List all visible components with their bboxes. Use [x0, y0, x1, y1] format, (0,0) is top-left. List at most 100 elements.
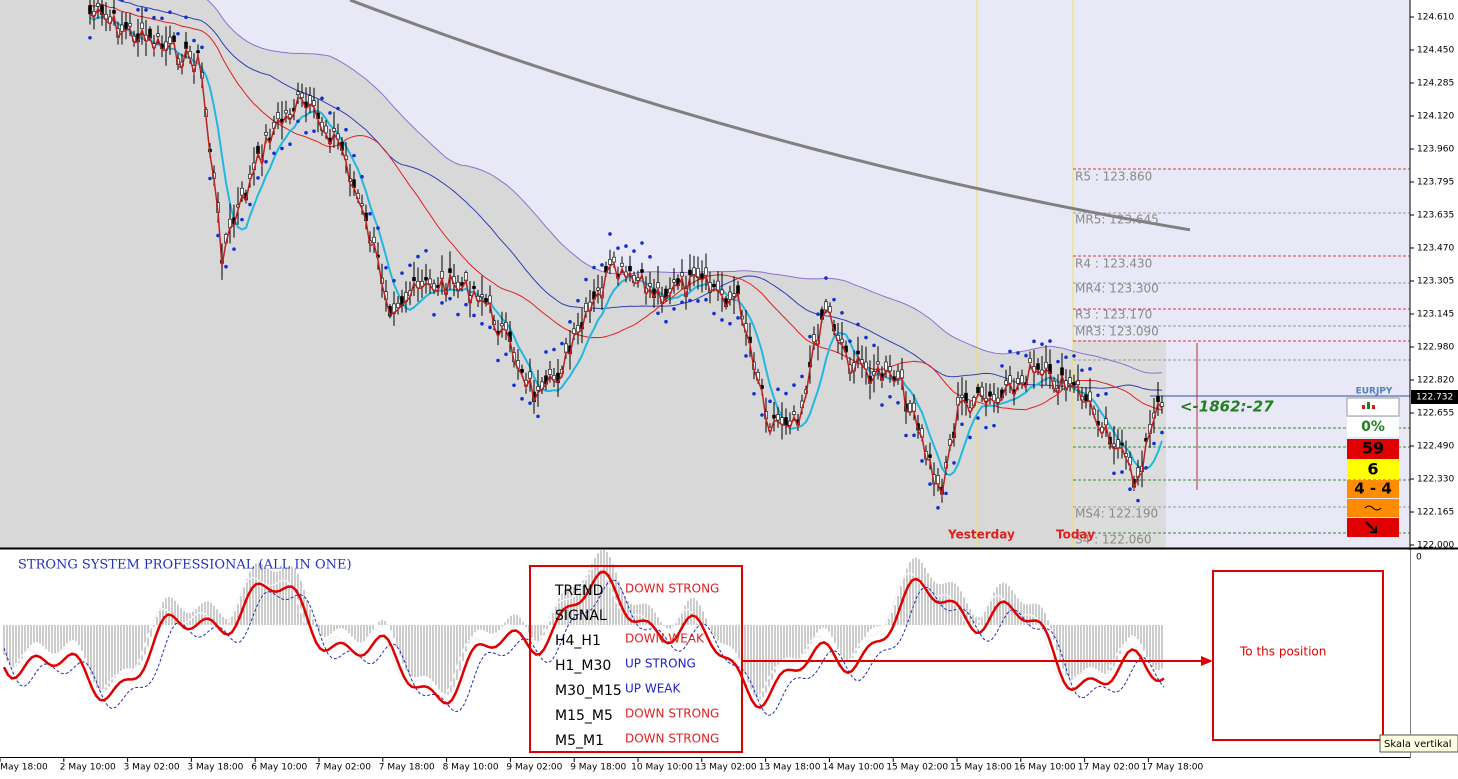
- time-label: 13 May 02:00: [695, 763, 757, 773]
- sar-dot: [1152, 441, 1156, 446]
- widget-range: 4 - 4: [1354, 480, 1392, 498]
- time-label: 16 May 10:00: [1014, 763, 1076, 773]
- candle-body: [300, 92, 304, 98]
- sar-dot: [1088, 367, 1092, 371]
- sar-dot: [528, 401, 532, 405]
- sar-dot: [992, 423, 996, 428]
- signal-blue: [3, 579, 1165, 716]
- sar-dot: [224, 264, 228, 269]
- sar-dot: [376, 226, 380, 230]
- candle-body: [908, 403, 912, 413]
- price-label: 123.145: [1417, 310, 1454, 320]
- sar-dot: [360, 174, 364, 179]
- candle-body: [1044, 361, 1048, 369]
- candle-body: [1156, 395, 1160, 403]
- candle-body: [156, 33, 160, 37]
- candle-body: [484, 298, 488, 303]
- sar-dot: [440, 301, 444, 305]
- sar-dot: [1096, 393, 1100, 398]
- sar-dot: [904, 433, 908, 438]
- sar-dot: [840, 311, 844, 315]
- price-trend: [89, 7, 1163, 498]
- sar-dot: [1032, 339, 1036, 344]
- candle-body: [1116, 439, 1120, 449]
- time-label: 3 May 18:00: [187, 763, 243, 773]
- candle-body: [1060, 367, 1064, 376]
- price-label: 122.165: [1417, 508, 1454, 518]
- pivot-label: R3 : 123.170: [1075, 308, 1152, 322]
- time-label: 15 May 02:00: [886, 763, 948, 773]
- widget-percent: 0%: [1361, 419, 1385, 435]
- sar-dot: [984, 425, 988, 430]
- time-label: 13 May 18:00: [759, 763, 821, 773]
- candle-body: [688, 269, 692, 276]
- sar-dot: [896, 400, 900, 405]
- sar-dot: [184, 15, 188, 20]
- sar-dot: [480, 321, 484, 326]
- sar-dot: [968, 435, 972, 440]
- pivot-label: MR5: 123.645: [1075, 213, 1159, 227]
- sar-dot: [600, 263, 604, 267]
- time-label: 9 May 02:00: [506, 763, 562, 773]
- candle-body: [1020, 375, 1024, 384]
- sar-dot: [320, 96, 324, 101]
- candle-body: [296, 91, 300, 95]
- sar-dot: [1144, 465, 1148, 470]
- sar-dot: [1112, 471, 1116, 476]
- sar-dot: [616, 246, 620, 250]
- candle-body: [812, 334, 816, 343]
- price-label: 122.000: [1417, 541, 1454, 551]
- candle-body: [488, 295, 492, 304]
- sar-dot: [1016, 351, 1020, 355]
- candle-body: [552, 375, 556, 381]
- candle-body: [1008, 375, 1012, 384]
- status-label: UP WEAK: [625, 682, 681, 696]
- sar-dot: [1024, 353, 1028, 358]
- time-label: 10 May 10:00: [631, 763, 693, 773]
- time-label: 14 May 10:00: [823, 763, 885, 773]
- time-label: 15 May 18:00: [950, 763, 1012, 773]
- sar-dot: [496, 358, 500, 363]
- sar-dot: [336, 106, 340, 111]
- candle-body: [1084, 394, 1088, 402]
- candle-body: [264, 131, 268, 136]
- candle-body: [240, 187, 244, 196]
- candle-body: [1160, 402, 1164, 407]
- sar-dot: [384, 266, 388, 270]
- candle-body: [1016, 378, 1020, 384]
- candle-body: [112, 10, 116, 14]
- candle-body: [1112, 443, 1116, 447]
- sar-dot: [976, 416, 980, 420]
- candle-body: [960, 394, 964, 398]
- sar-dot: [160, 16, 164, 21]
- current-price-box: [1411, 390, 1458, 404]
- sar-dot: [152, 15, 156, 20]
- sar-dot: [144, 8, 148, 12]
- sar-dot: [960, 422, 964, 427]
- lower-region: [0, 0, 1165, 548]
- time-label: 2 May 10:00: [60, 763, 116, 773]
- candle-body: [420, 281, 424, 287]
- candle-body: [896, 370, 900, 379]
- sar-dot: [408, 263, 412, 268]
- candle-body: [168, 36, 172, 44]
- candle-body: [500, 323, 504, 327]
- candle-body: [372, 236, 376, 244]
- candle-body: [1072, 382, 1076, 386]
- candle-body: [332, 128, 336, 132]
- candle-body: [572, 328, 576, 334]
- sar-dot: [352, 153, 356, 158]
- timeframe-label: M5_M1: [555, 733, 604, 749]
- sar-dot: [664, 319, 668, 324]
- candle-body: [728, 291, 732, 300]
- candle-body: [1036, 363, 1040, 370]
- candle-body: [1028, 358, 1032, 363]
- sar-dot: [704, 297, 708, 302]
- price-label: 124.610: [1417, 13, 1454, 23]
- widget-score: 59: [1362, 439, 1384, 458]
- candle-body: [776, 414, 780, 421]
- sar-dot: [920, 459, 924, 463]
- candle-body: [784, 417, 788, 426]
- candle-body: [732, 293, 736, 297]
- sar-dot: [88, 35, 92, 40]
